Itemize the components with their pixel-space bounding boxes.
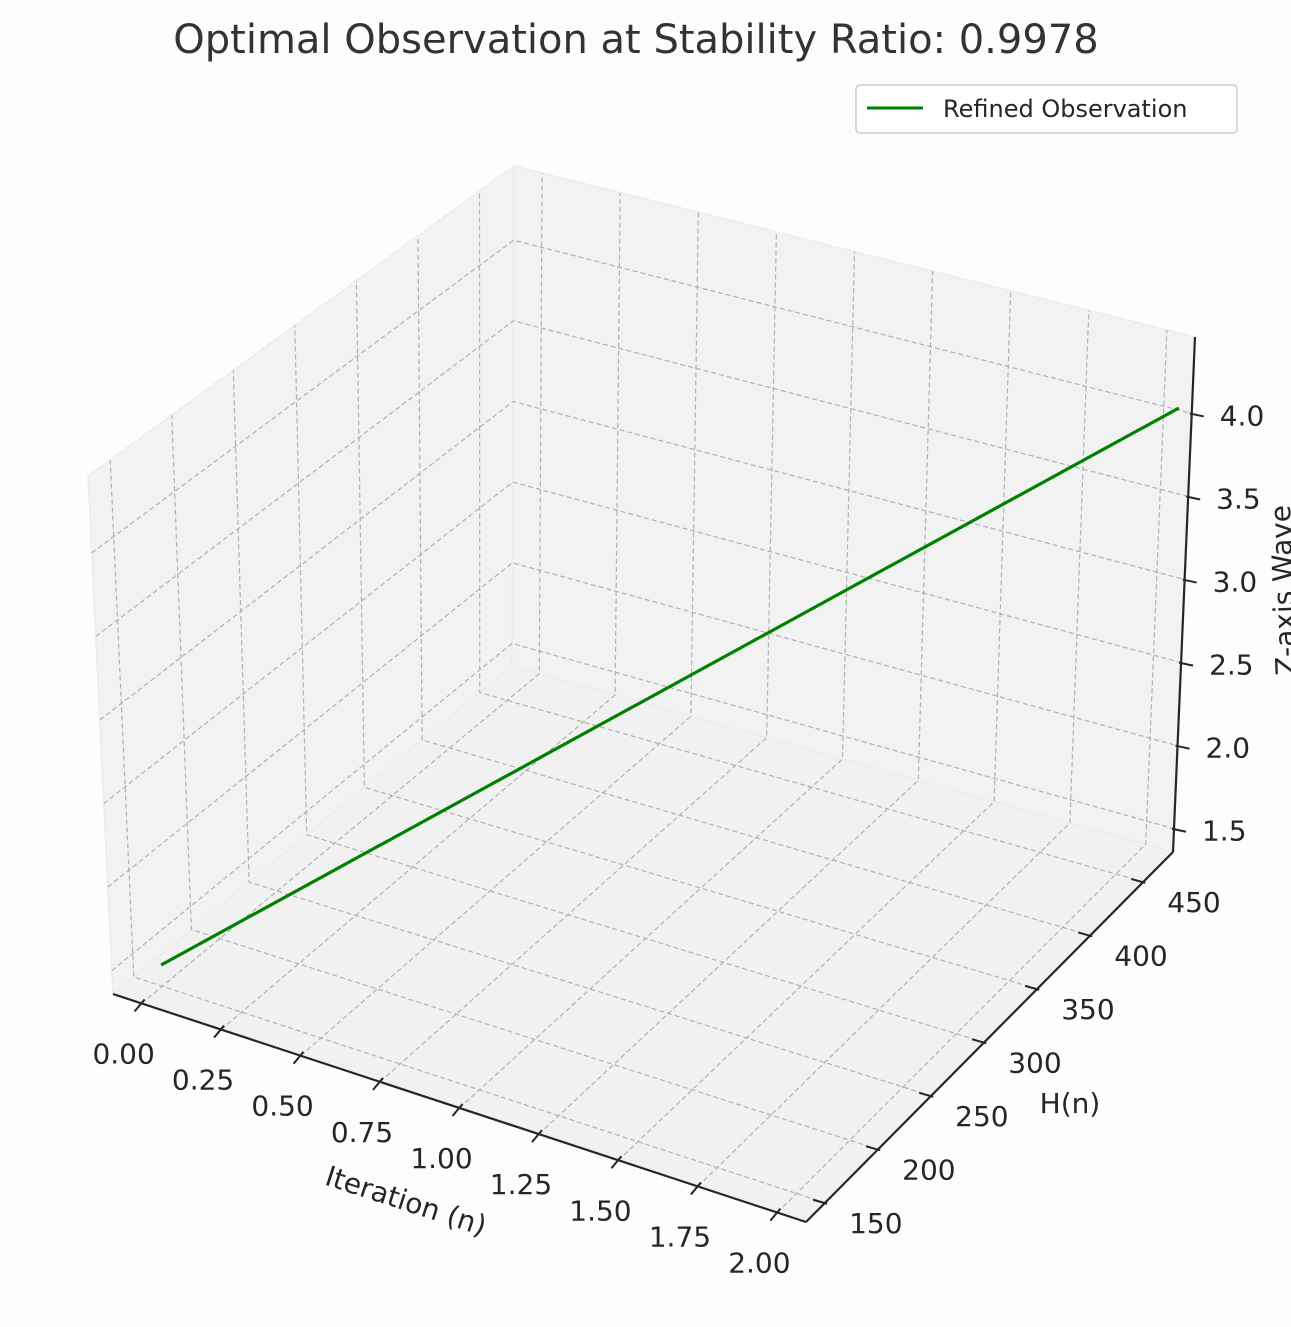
z-axis-label: Z-axis Wave xyxy=(1264,504,1291,676)
y-axis-label: H(n) xyxy=(1040,1087,1101,1120)
y-tick-label: 300 xyxy=(1008,1046,1061,1079)
x-tick xyxy=(610,1155,623,1169)
y-tick-label: 150 xyxy=(849,1207,902,1240)
z-gridline xyxy=(95,320,1189,637)
z-tick xyxy=(1185,495,1201,501)
x-tick-label: 1.00 xyxy=(410,1142,472,1175)
y-gridline xyxy=(417,235,1091,936)
y-tick xyxy=(971,1038,987,1045)
y-gridline xyxy=(478,191,1144,883)
legend: Refined Observation xyxy=(855,84,1238,134)
y-gridline xyxy=(232,370,932,1097)
y-tick-label: 200 xyxy=(902,1153,955,1186)
y-gridline xyxy=(171,415,879,1150)
z-tick xyxy=(1171,827,1187,833)
x-tick xyxy=(213,1024,225,1039)
x-gridline xyxy=(697,310,1090,1187)
y-tick xyxy=(812,1198,828,1205)
x-gridline xyxy=(220,192,621,1031)
z-tick-label: 2.5 xyxy=(1209,649,1254,682)
legend-label: Refined Observation xyxy=(943,95,1187,123)
x-tick-label: 1.50 xyxy=(569,1194,631,1227)
x-tick-label: 0.75 xyxy=(331,1116,393,1149)
x-tick xyxy=(292,1051,305,1065)
y-tick-label: 450 xyxy=(1167,886,1220,919)
x-tick-label: 0.00 xyxy=(92,1037,154,1070)
x-tick-label: 1.25 xyxy=(490,1168,552,1201)
y-tick xyxy=(1131,877,1146,884)
x-gridline xyxy=(141,173,543,1004)
y-tick xyxy=(918,1091,934,1098)
x-gridline xyxy=(459,251,856,1109)
z-tick xyxy=(1175,744,1190,750)
legend-box xyxy=(855,84,1238,134)
y-tick xyxy=(1024,984,1040,991)
y-gridline xyxy=(109,459,826,1204)
z-tick-label: 2.0 xyxy=(1206,732,1251,765)
z-gridline xyxy=(111,642,1175,972)
x-gridline xyxy=(300,212,699,1057)
x-tick-label: 0.50 xyxy=(251,1090,313,1123)
y-tick xyxy=(865,1145,881,1152)
z-tick-label: 4.0 xyxy=(1220,399,1265,432)
x-tick xyxy=(769,1207,782,1222)
z-gridline xyxy=(103,481,1182,804)
z-tick xyxy=(1178,661,1194,667)
z-tick xyxy=(1189,412,1204,418)
x-tick xyxy=(531,1129,543,1143)
z-tick-label: 1.5 xyxy=(1202,815,1247,848)
x-gridline xyxy=(379,231,777,1083)
z-tick-label: 3.0 xyxy=(1213,566,1258,599)
x-tick xyxy=(372,1077,384,1091)
z-gridline xyxy=(99,400,1185,721)
x-gridline xyxy=(538,271,934,1135)
y-tick-label: 400 xyxy=(1114,939,1167,972)
series-line-0 xyxy=(160,406,1180,967)
x-tick-label: 0.25 xyxy=(172,1064,234,1097)
grid-lines xyxy=(91,173,1192,1214)
x-tick-label: 1.75 xyxy=(649,1220,711,1253)
z-tick xyxy=(1182,578,1197,584)
y-tick xyxy=(1077,931,1093,938)
y-tick-label: 250 xyxy=(955,1100,1008,1133)
y-axis-line xyxy=(805,851,1174,1223)
chart-title: Optimal Observation at Stability Ratio: … xyxy=(173,17,1098,63)
z-tick-label: 3.5 xyxy=(1216,482,1261,515)
y-tick-label: 350 xyxy=(1061,993,1114,1026)
x-tick xyxy=(690,1181,702,1196)
x-tick-label: 2.00 xyxy=(728,1247,790,1280)
z-axis-line xyxy=(1171,336,1197,853)
x-gridline xyxy=(617,290,1012,1161)
series-layer xyxy=(160,406,1180,967)
y-gridline xyxy=(294,325,985,1043)
x-gridline xyxy=(776,329,1168,1214)
x-tick xyxy=(133,998,146,1013)
tick-marks: 0.000.250.500.751.001.251.501.752.001502… xyxy=(92,399,1264,1279)
z-gridline xyxy=(107,562,1178,888)
y-gridline xyxy=(355,280,1038,990)
x-tick xyxy=(451,1103,464,1117)
